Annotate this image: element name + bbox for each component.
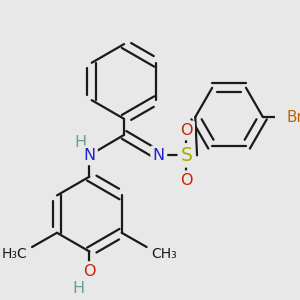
Text: H: H: [73, 281, 85, 296]
Text: N: N: [83, 148, 95, 163]
Text: S: S: [180, 146, 192, 165]
Text: N: N: [153, 148, 165, 163]
Text: Br: Br: [286, 110, 300, 124]
Text: CH₃: CH₃: [151, 247, 177, 261]
Text: H: H: [74, 135, 86, 150]
Text: O: O: [180, 123, 193, 138]
Text: O: O: [180, 173, 193, 188]
Text: O: O: [83, 264, 96, 279]
Text: H₃C: H₃C: [2, 247, 28, 261]
